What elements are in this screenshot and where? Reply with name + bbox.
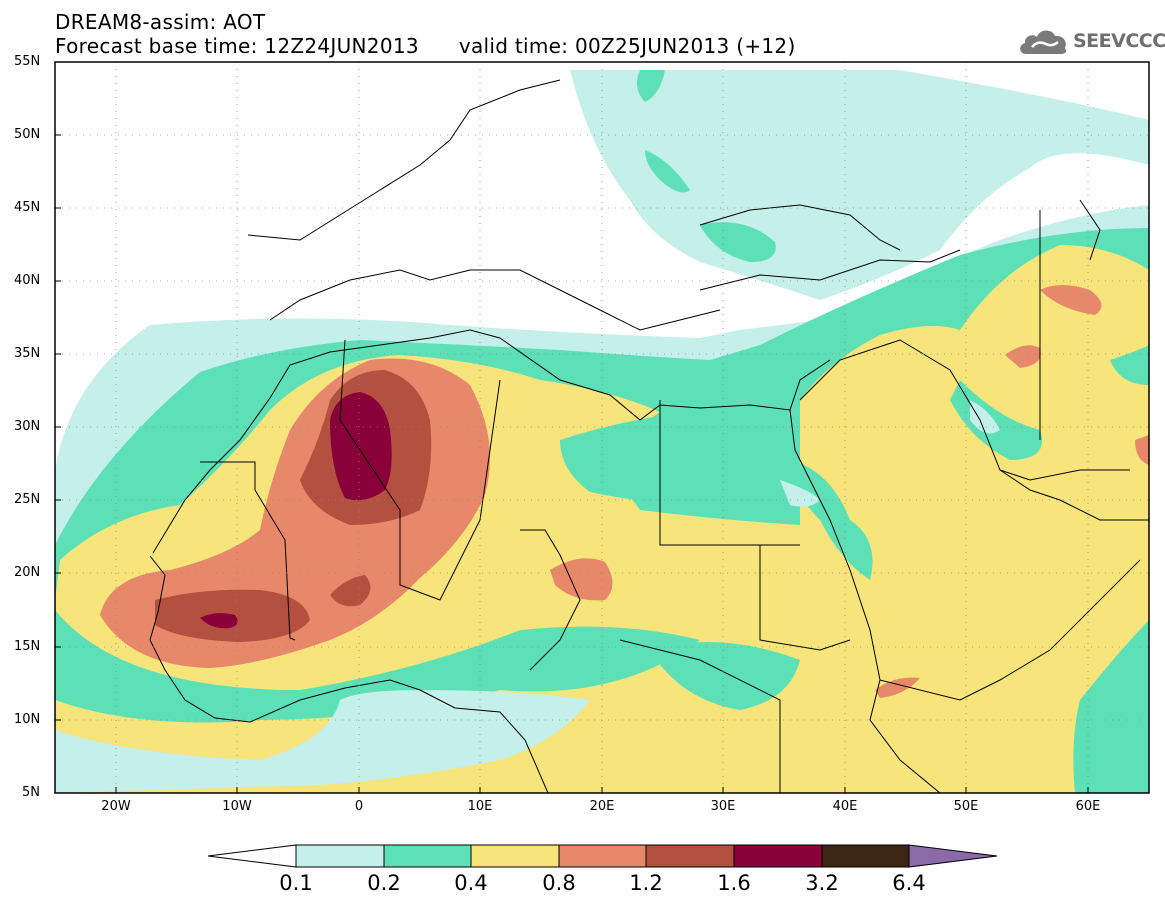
lat-label: 10N — [14, 712, 41, 727]
lat-label: 20N — [14, 565, 41, 580]
lon-label: 10W — [222, 799, 252, 814]
lon-label: 40E — [832, 799, 858, 814]
lat-label: 15N — [14, 639, 41, 654]
lon-label: 50E — [953, 799, 979, 814]
lon-label: 20W — [101, 799, 131, 814]
lat-label: 35N — [14, 346, 41, 361]
coastlines — [149, 79, 1149, 793]
colorbar-bin — [558, 844, 647, 868]
colorbar-label: 0.2 — [367, 871, 401, 895]
colorbar-bin — [470, 844, 560, 868]
colorbar-label: 1.2 — [629, 871, 663, 895]
lat-lon-grid — [55, 62, 1149, 793]
lat-label: 30N — [14, 419, 41, 434]
lat-label: 55N — [14, 54, 41, 69]
colorbar-under-triangle — [207, 844, 297, 868]
lat-label: 5N — [22, 785, 40, 800]
lat-label: 25N — [14, 492, 41, 507]
lon-label: 60E — [1075, 799, 1101, 814]
colorbar-over-triangle — [908, 844, 998, 868]
colorbar-label: 0.4 — [454, 871, 488, 895]
colorbar-bin — [733, 844, 823, 868]
colorbar-label: 1.6 — [717, 871, 751, 895]
lon-label: 30E — [710, 799, 736, 814]
lat-label: 50N — [14, 127, 41, 142]
forecast-time-line: Forecast base time: 12Z24JUN2013 valid t… — [55, 34, 796, 58]
colorbar-label: 6.4 — [892, 871, 926, 895]
colorbar-bin — [645, 844, 735, 868]
aot-contours — [55, 62, 1149, 793]
colorbar — [207, 844, 998, 868]
lon-label: 0 — [354, 799, 364, 814]
seevccc-logo: SEEVCCC — [1018, 26, 1165, 56]
cloud-icon — [1020, 30, 1067, 54]
lon-label: 20E — [589, 799, 615, 814]
colorbar-label: 3.2 — [805, 871, 839, 895]
map-title: DREAM8-assim: AOT — [55, 10, 266, 34]
logo-text: SEEVCCC — [1073, 30, 1165, 52]
lon-label: 10E — [467, 799, 493, 814]
colorbar-label: 0.1 — [279, 871, 313, 895]
axis-ticks — [55, 61, 1089, 794]
lat-label: 40N — [14, 273, 41, 288]
lat-label: 45N — [14, 200, 41, 215]
colorbar-bin — [383, 844, 472, 868]
colorbar-bin — [295, 844, 385, 868]
colorbar-label: 0.8 — [542, 871, 576, 895]
colorbar-bin — [821, 844, 910, 868]
